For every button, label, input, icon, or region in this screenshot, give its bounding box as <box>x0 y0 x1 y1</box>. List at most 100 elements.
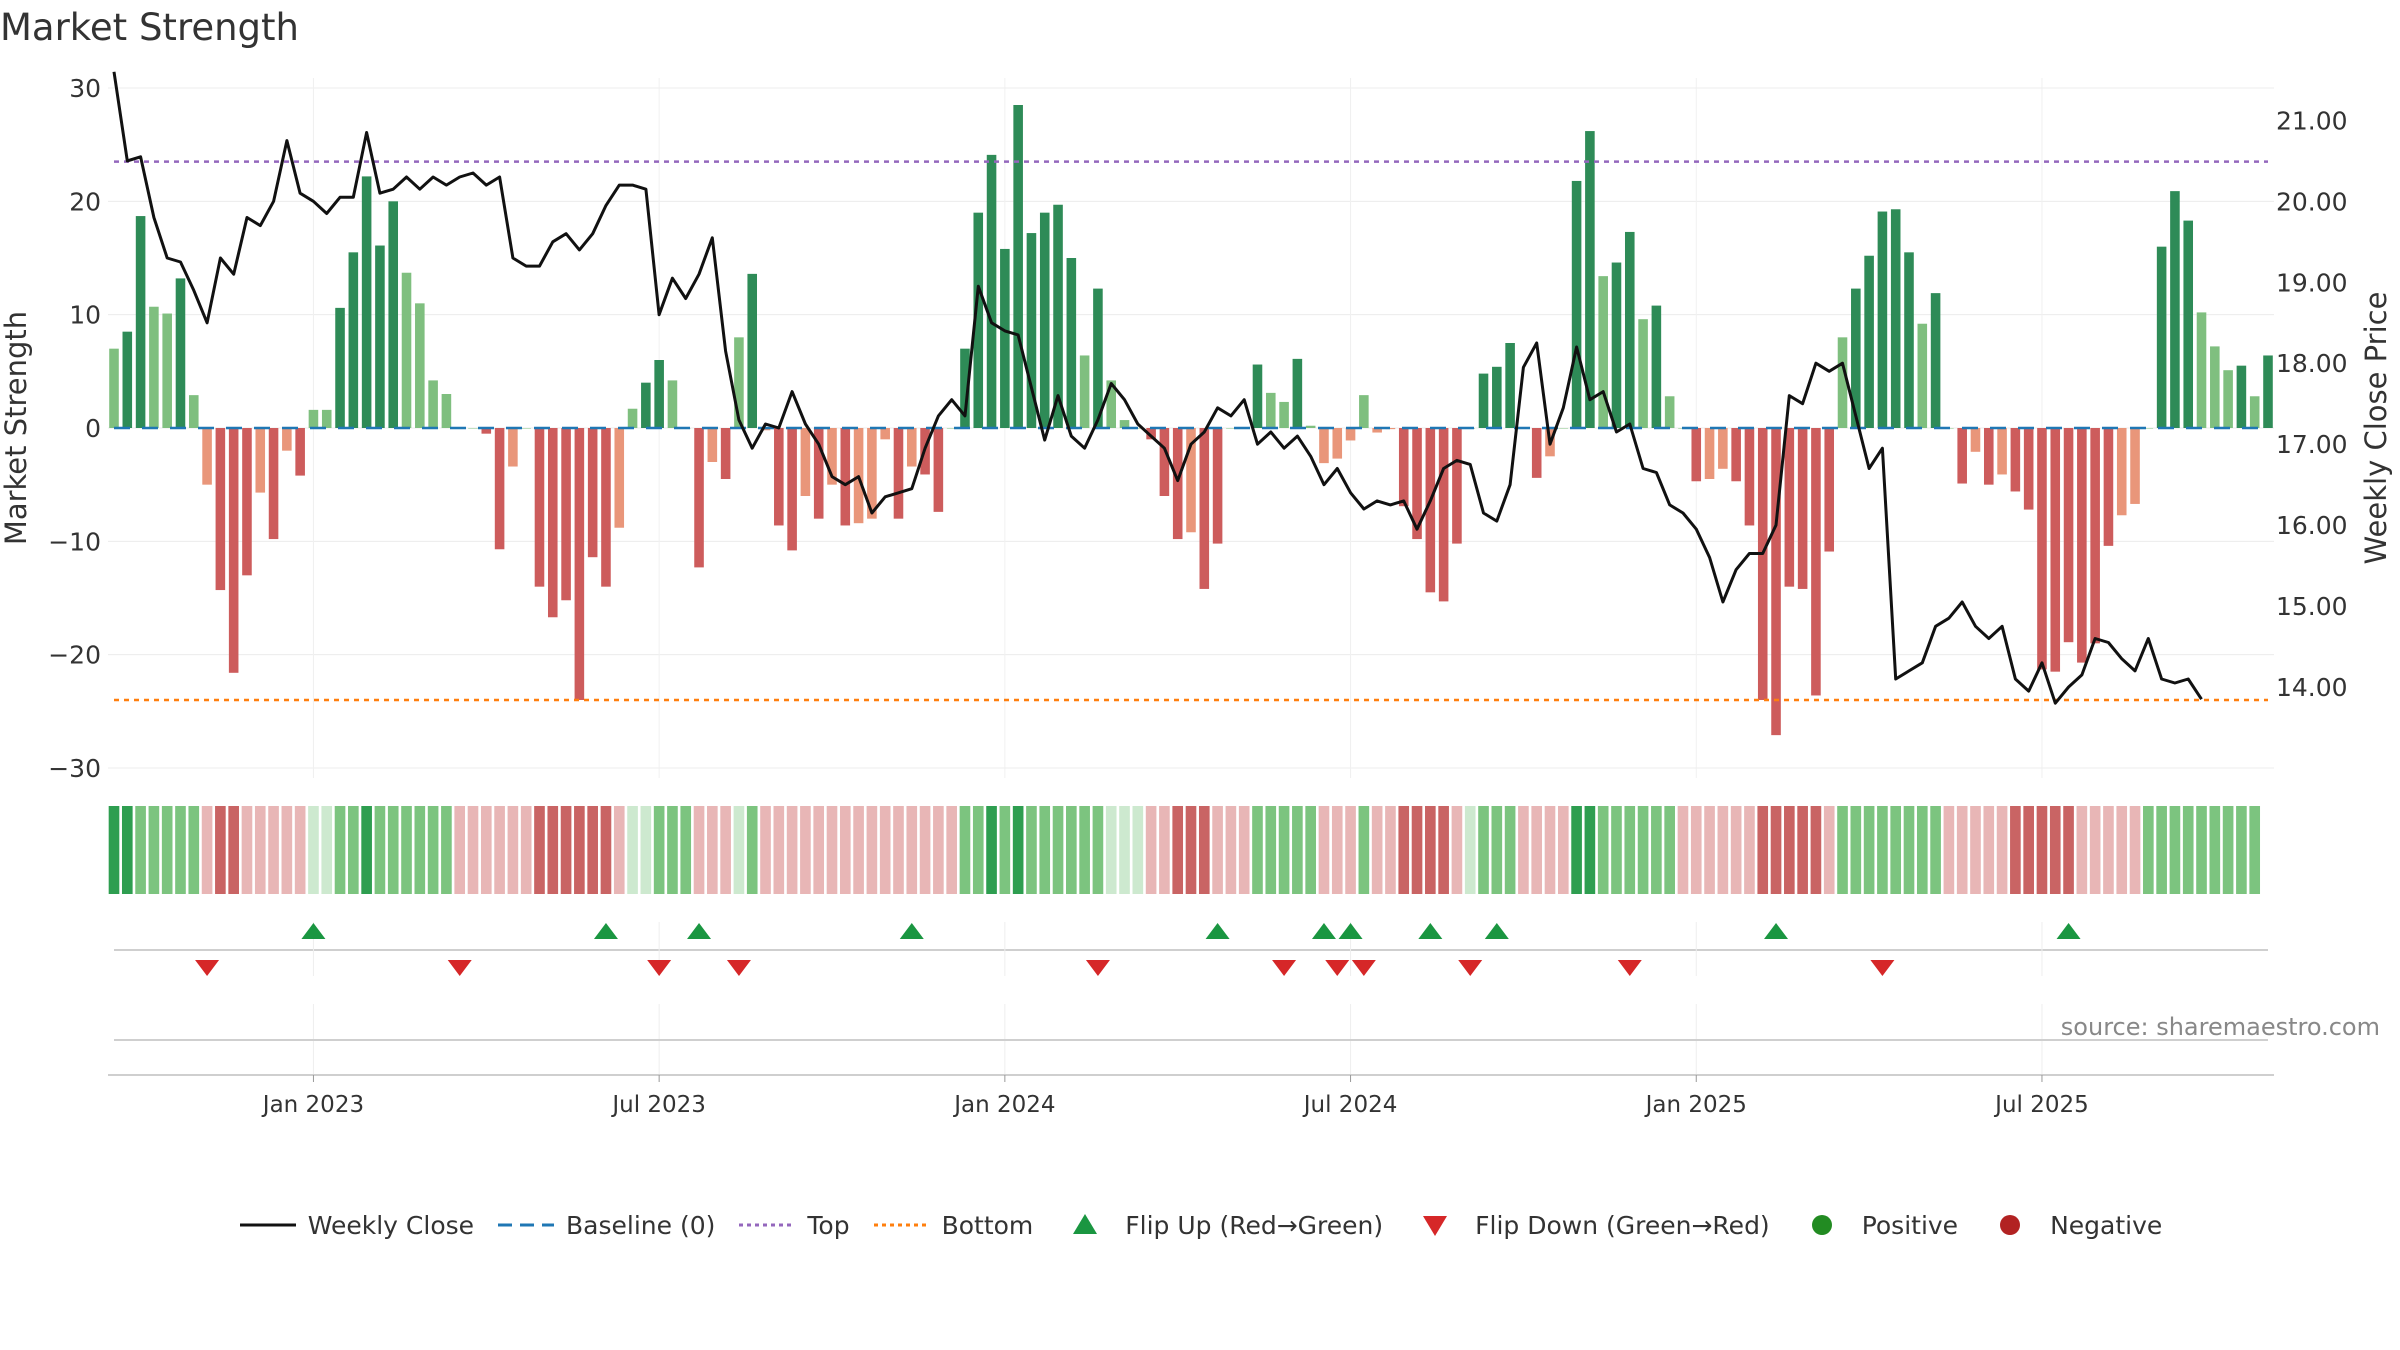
y-left-tick-label: 20 <box>69 187 101 216</box>
state-strip-cell <box>414 806 426 894</box>
state-strip-cell <box>972 806 984 894</box>
flip-up-marker <box>1418 923 1443 939</box>
positive-dot-icon <box>1811 1215 1832 1235</box>
strength-bar <box>1797 428 1808 589</box>
state-strip-cell <box>839 806 851 894</box>
strength-bar <box>2103 428 2114 546</box>
state-strip-cell <box>294 806 306 894</box>
strength-bar <box>1784 428 1795 587</box>
state-strip-cell <box>494 806 505 894</box>
strength-bar <box>481 428 492 434</box>
y-left-tick-label: −30 <box>48 754 101 783</box>
legend-positive-label: Positive <box>1861 1210 1959 1240</box>
strength-bar <box>494 428 505 550</box>
state-strip-cell <box>308 806 319 894</box>
strength-bar <box>1531 428 1542 478</box>
flip-down-marker <box>1325 960 1350 976</box>
state-strip-cell <box>1252 806 1263 894</box>
strength-bar <box>1026 233 1037 428</box>
strength-bar <box>1571 180 1582 428</box>
state-strip-cell <box>1677 806 1689 894</box>
strength-bar <box>587 428 598 558</box>
state-strip-cell <box>334 806 346 894</box>
state-strip-cell <box>2169 806 2181 894</box>
strength-bar <box>1837 337 1848 428</box>
strength-bar <box>1744 428 1755 526</box>
state-strip-cell <box>1664 806 1675 894</box>
legend-top-swatch <box>739 1223 796 1227</box>
state-strip-cell <box>1531 806 1543 894</box>
y-right-tick-label: 16.00 <box>2276 511 2348 540</box>
strength-bar <box>614 428 625 528</box>
strength-bar <box>1066 258 1077 428</box>
strength-bar <box>2156 246 2167 428</box>
legend-baseline-label: Baseline (0) <box>566 1210 716 1240</box>
flip-up-marker <box>1338 923 1363 939</box>
state-strip-cell <box>1744 806 1755 894</box>
strength-bar <box>1970 428 1981 452</box>
strength-bar <box>1890 209 1901 428</box>
strength-bar <box>2010 428 2021 492</box>
flip-down-marker <box>1272 960 1297 976</box>
state-strip-cell <box>520 806 532 894</box>
state-strip-cell <box>148 806 160 894</box>
state-strip-cell <box>1597 806 1609 894</box>
state-strip-cell <box>1145 806 1157 894</box>
strength-bar <box>946 428 957 429</box>
strength-bar <box>827 428 837 485</box>
state-strip-cell <box>800 806 811 894</box>
state-strip-cell <box>1292 806 1303 894</box>
state-strip-cell <box>2089 806 2101 894</box>
state-strip-cell <box>959 806 971 894</box>
strength-bar <box>654 360 664 428</box>
strength-bar <box>574 428 585 700</box>
state-strip-cell <box>1198 806 1210 894</box>
legend-flip-down-label: Flip Down (Green→Red) <box>1475 1210 1770 1240</box>
strength-bar <box>2143 428 2154 429</box>
state-strip-cell <box>720 806 731 894</box>
state-strip-cell <box>387 806 399 894</box>
strength-bar <box>1957 428 1967 484</box>
state-strip-cell <box>1066 806 1077 894</box>
strength-bar <box>1265 392 1276 428</box>
flip-down-marker <box>1458 960 1483 976</box>
y-left-tick-label: 0 <box>85 414 101 443</box>
state-strip-cell <box>1504 806 1516 894</box>
source-note: source: sharemaestro.com <box>2060 1013 2380 1041</box>
state-strip-cell <box>1823 806 1835 894</box>
state-strip-cell <box>1797 806 1808 894</box>
strength-bar <box>1345 428 1356 441</box>
state-strip-cell <box>2156 806 2167 894</box>
state-strip-cell <box>2196 806 2207 894</box>
weekly-close-line <box>112 71 2203 705</box>
state-strip-cell <box>1943 806 1955 894</box>
state-strip-cell <box>1770 806 1782 894</box>
state-strip-cell <box>826 806 838 894</box>
state-strip-cell <box>1464 806 1476 894</box>
state-strip-cell <box>321 806 333 894</box>
state-strip-cell <box>1212 806 1223 894</box>
state-strip-cell <box>1757 806 1769 894</box>
y-left-tick-label: −20 <box>48 641 101 670</box>
state-strip-cell <box>1358 806 1370 894</box>
strength-bar <box>1372 428 1382 433</box>
legend-bottom: Bottom <box>872 1210 1033 1240</box>
strength-bar <box>268 428 279 540</box>
state-strip-cell <box>1026 806 1037 894</box>
state-strip-cell <box>1318 806 1330 894</box>
y-right-tick-label: 19.00 <box>2276 268 2348 297</box>
state-strip-cell <box>2076 806 2088 894</box>
strength-bar <box>242 428 252 576</box>
state-strip-cell <box>215 806 226 894</box>
state-strip-cell <box>1345 806 1356 894</box>
state-strip-cell <box>1185 806 1197 894</box>
strength-bar <box>906 428 917 467</box>
state-strip-cell <box>1970 806 1981 894</box>
strength-bar <box>202 428 212 485</box>
state-strip-cell <box>2222 806 2234 894</box>
flip-up-marker <box>1764 923 1789 939</box>
state-strip-cell <box>1265 806 1277 894</box>
state-strip-cell <box>560 806 572 894</box>
strength-bar <box>308 409 319 428</box>
strength-bar <box>813 428 824 519</box>
